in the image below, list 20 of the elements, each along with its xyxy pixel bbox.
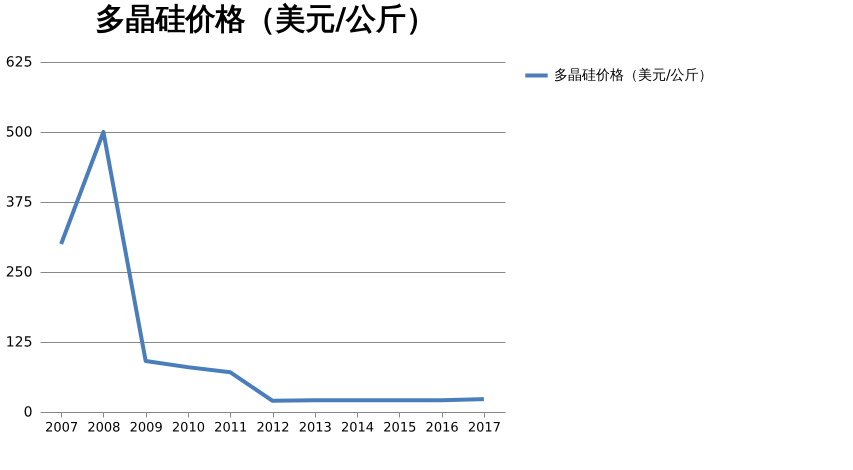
y-tick-label: 0: [24, 404, 32, 420]
x-tick-label: 2015: [383, 420, 416, 436]
y-tick-label: 375: [6, 194, 32, 210]
y-tick-label: 125: [6, 334, 32, 350]
y-tick-label: 250: [6, 264, 32, 280]
x-tick-label: 2017: [468, 420, 501, 436]
x-tick-label: 2016: [426, 420, 459, 436]
x-tick-label: 2008: [87, 420, 120, 436]
y-tick-label: 625: [6, 54, 32, 70]
y-tick-label: 500: [6, 124, 32, 140]
x-tick-label: 2007: [45, 420, 78, 436]
x-tick-label: 2012: [256, 420, 290, 436]
line-series: [59, 130, 486, 403]
x-tick-label: 2009: [130, 420, 163, 436]
x-tick-label: 2010: [172, 420, 205, 436]
x-tick-label: 2014: [341, 420, 374, 436]
x-tick-label: 2013: [298, 420, 332, 436]
chart-title: 多晶硅价格（美元/公斤）: [95, 2, 436, 37]
x-tick-label: 2011: [214, 420, 248, 436]
legend-label: 多晶硅价格（美元/公斤）: [554, 68, 713, 84]
